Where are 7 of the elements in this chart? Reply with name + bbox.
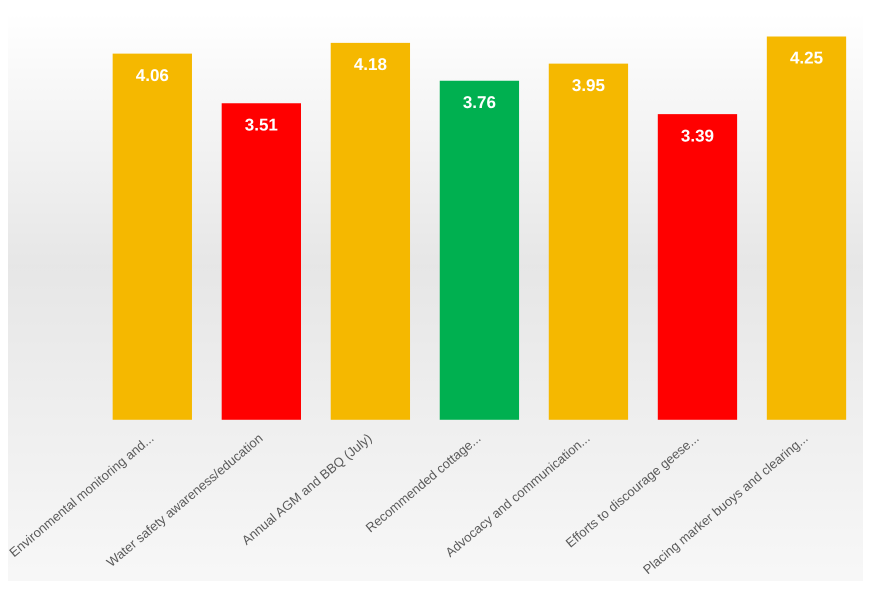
data-label: 4.18 [354, 55, 387, 74]
data-label: 3.95 [572, 76, 605, 95]
data-label: 3.51 [244, 115, 278, 134]
data-label: 4.06 [136, 66, 169, 85]
data-label: 3.39 [680, 126, 714, 146]
data-label: 4.25 [790, 48, 824, 68]
data-label: 3.76 [462, 92, 496, 112]
